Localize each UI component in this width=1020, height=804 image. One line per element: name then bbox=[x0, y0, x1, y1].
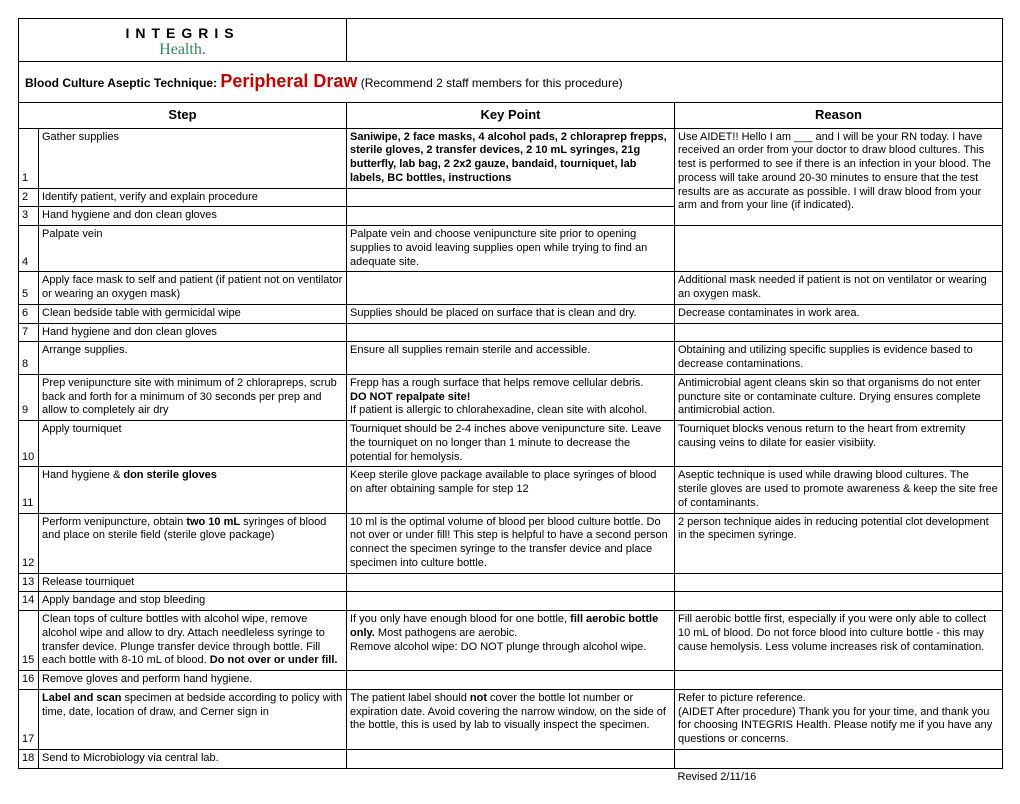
row1-kp: Saniwipe, 2 face masks, 4 alcohol pads, … bbox=[347, 128, 675, 188]
row15-step: Clean tops of culture bottles with alcoh… bbox=[39, 611, 347, 671]
row14-kp bbox=[347, 592, 675, 611]
page: INTEGRIS Health. Blood Culture Aseptic T… bbox=[18, 18, 1002, 786]
row13-reason bbox=[675, 573, 1003, 592]
header-step: Step bbox=[19, 103, 347, 128]
row2-step: Identify patient, verify and explain pro… bbox=[39, 188, 347, 207]
row6-reason: Decrease contaminates in work area. bbox=[675, 304, 1003, 323]
row16-reason bbox=[675, 671, 1003, 690]
row4-reason bbox=[675, 226, 1003, 272]
row17-kp: The patient label should not cover the b… bbox=[347, 689, 675, 749]
row5-step: Apply face mask to self and patient (if … bbox=[39, 272, 347, 305]
row10-reason: Tourniquet blocks venous return to the h… bbox=[675, 421, 1003, 467]
row7-num: 7 bbox=[19, 323, 39, 342]
row12-num: 12 bbox=[19, 513, 39, 573]
row12-step: Perform venipuncture, obtain two 10 mL s… bbox=[39, 513, 347, 573]
row11-num: 11 bbox=[19, 467, 39, 513]
row5-reason: Additional mask needed if patient is not… bbox=[675, 272, 1003, 305]
revised-date: Revised 2/11/16 bbox=[675, 768, 1003, 786]
row13-kp bbox=[347, 573, 675, 592]
row2-num: 2 bbox=[19, 188, 39, 207]
row3-step: Hand hygiene and don clean gloves bbox=[39, 207, 347, 226]
row5-num: 5 bbox=[19, 272, 39, 305]
row9-kp: Frepp has a rough surface that helps rem… bbox=[347, 374, 675, 420]
row4-kp: Palpate vein and choose venipuncture sit… bbox=[347, 226, 675, 272]
logo-line2: Health. bbox=[19, 43, 346, 57]
row14-step: Apply bandage and stop bleeding bbox=[39, 592, 347, 611]
header-reason: Reason bbox=[675, 103, 1003, 128]
logo-blank-1 bbox=[347, 19, 675, 62]
row18-num: 18 bbox=[19, 749, 39, 768]
row15-reason: Fill aerobic bottle first, especially if… bbox=[675, 611, 1003, 671]
row11-step: Hand hygiene & don sterile gloves bbox=[39, 467, 347, 513]
row18-kp bbox=[347, 749, 675, 768]
row17-num: 17 bbox=[19, 689, 39, 749]
row12-reason: 2 person technique aides in reducing pot… bbox=[675, 513, 1003, 573]
row4-num: 4 bbox=[19, 226, 39, 272]
row8-reason: Obtaining and utilizing specific supplie… bbox=[675, 342, 1003, 375]
row1-num: 1 bbox=[19, 128, 39, 188]
row11-kp: Keep sterile glove package available to … bbox=[347, 467, 675, 513]
row10-step: Apply tourniquet bbox=[39, 421, 347, 467]
row5-kp bbox=[347, 272, 675, 305]
row17-reason: Refer to picture reference.(AIDET After … bbox=[675, 689, 1003, 749]
logo-line1: INTEGRIS bbox=[19, 25, 346, 43]
row18-step: Send to Microbiology via central lab. bbox=[39, 749, 347, 768]
row7-reason bbox=[675, 323, 1003, 342]
row1-step: Gather supplies bbox=[39, 128, 347, 188]
row3-num: 3 bbox=[19, 207, 39, 226]
row6-kp: Supplies should be placed on surface tha… bbox=[347, 304, 675, 323]
row13-num: 13 bbox=[19, 573, 39, 592]
title-prefix: Blood Culture Aseptic Technique: bbox=[25, 76, 220, 90]
row16-step: Remove gloves and perform hand hygiene. bbox=[39, 671, 347, 690]
row2-kp bbox=[347, 188, 675, 207]
row16-kp bbox=[347, 671, 675, 690]
row8-kp: Ensure all supplies remain sterile and a… bbox=[347, 342, 675, 375]
title-suffix: (Recommend 2 staff members for this proc… bbox=[357, 76, 622, 90]
row8-num: 8 bbox=[19, 342, 39, 375]
row6-step: Clean bedside table with germicidal wipe bbox=[39, 304, 347, 323]
row10-kp: Tourniquet should be 2-4 inches above ve… bbox=[347, 421, 675, 467]
row10-num: 10 bbox=[19, 421, 39, 467]
row17-step: Label and scan specimen at bedside accor… bbox=[39, 689, 347, 749]
row12-kp: 10 ml is the optimal volume of blood per… bbox=[347, 513, 675, 573]
row4-step: Palpate vein bbox=[39, 226, 347, 272]
row7-step: Hand hygiene and don clean gloves bbox=[39, 323, 347, 342]
row9-reason: Antimicrobial agent cleans skin so that … bbox=[675, 374, 1003, 420]
row14-num: 14 bbox=[19, 592, 39, 611]
row15-num: 15 bbox=[19, 611, 39, 671]
row8-step: Arrange supplies. bbox=[39, 342, 347, 375]
row15-kp: If you only have enough blood for one bo… bbox=[347, 611, 675, 671]
row9-step: Prep venipuncture site with minimum of 2… bbox=[39, 374, 347, 420]
row14-reason bbox=[675, 592, 1003, 611]
row9-num: 9 bbox=[19, 374, 39, 420]
title-main: Peripheral Draw bbox=[220, 71, 357, 91]
title-cell: Blood Culture Aseptic Technique: Periphe… bbox=[19, 61, 1003, 103]
logo-blank-2 bbox=[675, 19, 1003, 62]
row11-reason: Aseptic technique is used while drawing … bbox=[675, 467, 1003, 513]
row16-num: 16 bbox=[19, 671, 39, 690]
logo-cell: INTEGRIS Health. bbox=[19, 19, 347, 62]
row18-reason bbox=[675, 749, 1003, 768]
procedure-table: INTEGRIS Health. Blood Culture Aseptic T… bbox=[18, 18, 1003, 786]
row1-3-reason: Use AIDET!! Hello I am ___ and I will be… bbox=[675, 128, 1003, 226]
row6-num: 6 bbox=[19, 304, 39, 323]
header-keypoint: Key Point bbox=[347, 103, 675, 128]
row3-kp bbox=[347, 207, 675, 226]
row7-kp bbox=[347, 323, 675, 342]
row13-step: Release tourniquet bbox=[39, 573, 347, 592]
